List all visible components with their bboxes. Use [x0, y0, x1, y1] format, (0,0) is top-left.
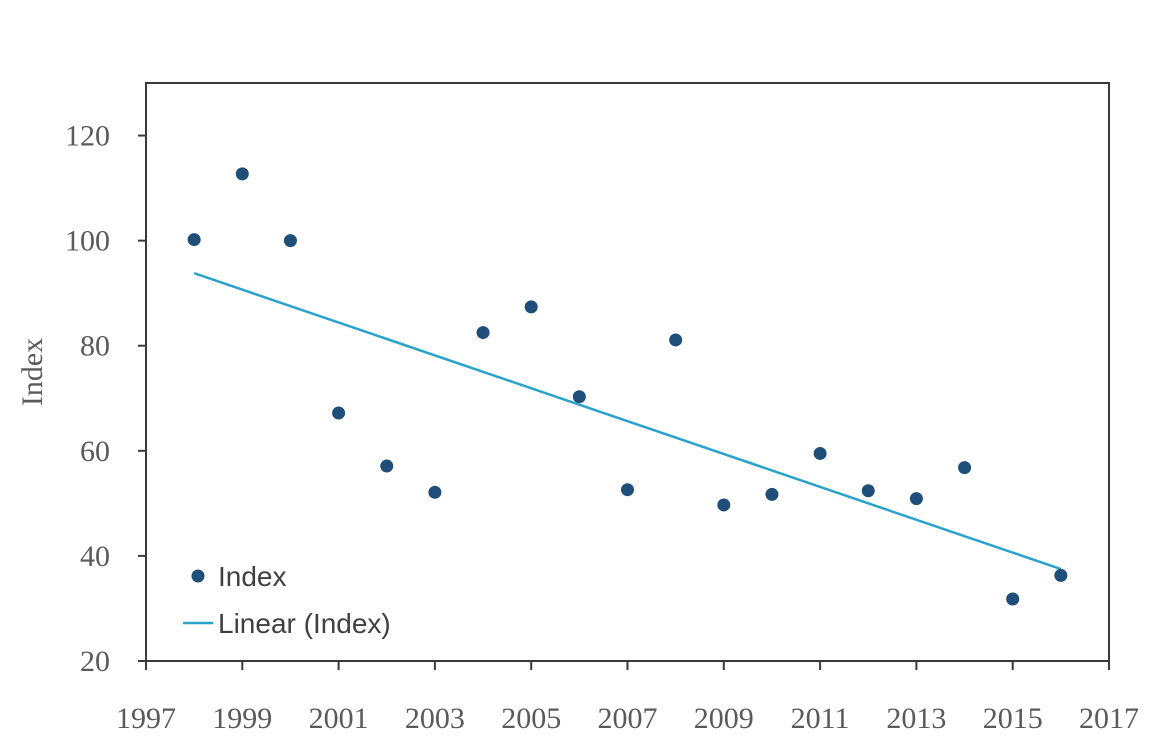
- y-tick-label: 40: [80, 540, 110, 573]
- x-tick-label: 2005: [501, 702, 561, 735]
- y-axis-tick-labels: 20 40 60 80 100 120: [65, 120, 110, 678]
- x-tick-label: 2007: [598, 702, 658, 735]
- data-point-2001: [332, 406, 346, 420]
- x-axis-tick-labels: 1997 1999 2001 2003 2005 2007 2009 2011 2013 2015…: [116, 702, 1139, 735]
- data-point-2002: [380, 459, 394, 473]
- data-point-2008: [669, 333, 683, 347]
- legend-label-linear: Linear (Index): [218, 608, 391, 639]
- index-series: [187, 167, 1068, 606]
- x-tick-label: 2017: [1079, 702, 1139, 735]
- data-point-2014: [958, 461, 972, 475]
- y-axis-title: Index: [16, 338, 49, 406]
- y-axis-ticks: [138, 134, 146, 662]
- data-point-2007: [621, 483, 634, 497]
- data-point-2010: [765, 487, 779, 501]
- data-point-2006: [572, 390, 586, 404]
- x-tick-label: 2003: [405, 702, 465, 735]
- data-point-2005: [524, 300, 538, 314]
- x-tick-label: 2013: [886, 702, 946, 735]
- data-point-2009: [717, 498, 731, 512]
- y-tick-label: 120: [65, 120, 110, 153]
- legend-marker-index: [191, 569, 205, 583]
- x-tick-label: 2011: [791, 702, 850, 735]
- plot-area-frame: [145, 82, 1110, 662]
- data-point-1999: [235, 167, 249, 181]
- y-tick-label: 80: [80, 330, 110, 363]
- x-tick-label: 1999: [212, 702, 272, 735]
- x-tick-label: 1997: [116, 702, 176, 735]
- y-tick-label: 60: [80, 435, 110, 468]
- y-tick-label: 20: [80, 645, 110, 678]
- x-tick-label: 2015: [983, 702, 1043, 735]
- data-point-2012: [861, 484, 875, 498]
- data-point-2000: [283, 234, 297, 248]
- data-point-2015: [1006, 592, 1020, 606]
- x-tick-label: 2001: [309, 702, 369, 735]
- data-point-2013: [909, 492, 923, 506]
- trendline-series: [193, 272, 1062, 571]
- data-point-2011: [813, 446, 827, 460]
- legend: Index Linear (Index): [183, 561, 391, 639]
- data-point-2004: [476, 326, 490, 340]
- data-point-1998: [187, 233, 201, 247]
- data-point-2003: [428, 485, 442, 499]
- legend-label-index: Index: [218, 561, 287, 592]
- x-axis-ticks: [145, 661, 1110, 670]
- x-tick-label: 2009: [694, 702, 754, 735]
- y-tick-label: 100: [65, 225, 110, 258]
- data-point-2016: [1054, 568, 1068, 582]
- trendline: [193, 272, 1062, 571]
